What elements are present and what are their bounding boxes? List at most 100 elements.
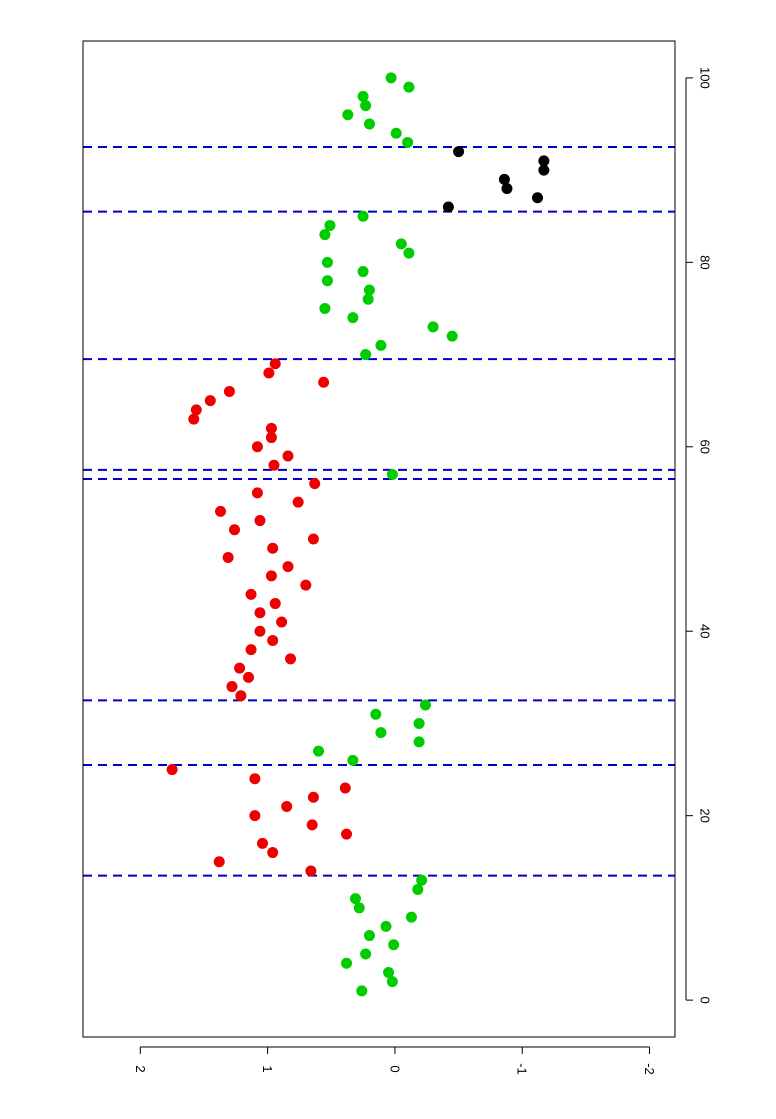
point-s1-x22 bbox=[307, 791, 319, 803]
point-s1-x40 bbox=[254, 625, 266, 637]
y-tick-label-0: 0 bbox=[387, 1065, 402, 1072]
point-s1-x44 bbox=[245, 588, 257, 600]
point-s0-x10 bbox=[353, 902, 365, 914]
point-s1-x55 bbox=[251, 487, 263, 499]
point-s0-x80 bbox=[321, 256, 333, 268]
point-s0-x95 bbox=[363, 118, 375, 130]
point-s1-x48 bbox=[222, 551, 234, 563]
y-tick-label--1: -1 bbox=[515, 1063, 530, 1075]
point-s0-x77 bbox=[363, 284, 375, 296]
point-s0-x27 bbox=[313, 745, 325, 757]
point-s1-x23 bbox=[339, 782, 351, 794]
point-s0-x11 bbox=[349, 893, 361, 905]
point-s0-x94 bbox=[390, 127, 402, 139]
point-s2-x92 bbox=[453, 146, 465, 158]
point-s1-x17 bbox=[257, 837, 269, 849]
point-s0-x1 bbox=[356, 985, 368, 997]
x-tick-label-20: 20 bbox=[698, 808, 713, 822]
point-s1-x37 bbox=[285, 653, 297, 665]
y-tick-label-1: 1 bbox=[260, 1065, 275, 1072]
x-tick-label-0: 0 bbox=[698, 996, 713, 1003]
point-s1-x61 bbox=[265, 432, 277, 444]
point-s1-x68 bbox=[263, 367, 275, 379]
point-s0-x76 bbox=[362, 293, 374, 305]
point-s1-x34 bbox=[226, 681, 238, 693]
point-s1-x24 bbox=[249, 773, 261, 785]
point-s1-x18 bbox=[341, 828, 353, 840]
point-s1-x45 bbox=[300, 579, 312, 591]
y-tick-label-2: 2 bbox=[133, 1065, 148, 1072]
point-s1-x66 bbox=[223, 385, 235, 397]
point-s2-x88 bbox=[501, 183, 513, 195]
point-s1-x65 bbox=[204, 395, 216, 407]
point-s0-x84 bbox=[324, 219, 336, 231]
point-s1-x43 bbox=[269, 598, 281, 610]
point-s1-x15 bbox=[213, 856, 225, 868]
point-s1-x49 bbox=[267, 542, 279, 554]
point-s1-x41 bbox=[276, 616, 288, 628]
point-s1-x36 bbox=[234, 662, 246, 674]
point-s0-x5 bbox=[360, 948, 372, 960]
point-s2-x87 bbox=[532, 192, 544, 204]
point-s0-x71 bbox=[375, 339, 387, 351]
point-s1-x69 bbox=[269, 358, 281, 370]
point-s2-x91 bbox=[538, 155, 550, 167]
point-s0-x97 bbox=[360, 100, 372, 112]
point-s0-x6 bbox=[388, 939, 400, 951]
point-s0-x93 bbox=[402, 136, 414, 148]
point-s1-x67 bbox=[318, 376, 330, 388]
point-s2-x90 bbox=[538, 164, 550, 176]
point-s0-x79 bbox=[357, 266, 369, 278]
point-s0-x73 bbox=[427, 321, 439, 333]
point-s1-x16 bbox=[267, 847, 279, 859]
x-axis: 0 20 40 60 80 100 bbox=[685, 67, 713, 1004]
point-s1-x19 bbox=[306, 819, 318, 831]
changepoint-lines bbox=[83, 146, 675, 877]
point-s1-x53 bbox=[214, 505, 226, 517]
point-s0-x12 bbox=[412, 883, 424, 895]
data-points bbox=[166, 72, 550, 997]
point-s2-x89 bbox=[498, 173, 510, 185]
point-s1-x33 bbox=[235, 690, 247, 702]
point-s0-x28 bbox=[413, 736, 425, 748]
point-s0-x98 bbox=[357, 90, 369, 102]
point-s1-x21 bbox=[281, 800, 293, 812]
point-s1-x56 bbox=[309, 478, 321, 490]
point-s1-x38 bbox=[245, 644, 257, 656]
x-tick-label-60: 60 bbox=[698, 440, 713, 454]
point-s0-x7 bbox=[363, 930, 375, 942]
point-s0-x13 bbox=[416, 874, 428, 886]
point-s1-x63 bbox=[188, 413, 200, 425]
point-s0-x9 bbox=[405, 911, 417, 923]
point-s1-x58 bbox=[268, 459, 280, 471]
point-s1-x50 bbox=[307, 533, 319, 545]
point-s1-x14 bbox=[305, 865, 317, 877]
point-s1-x59 bbox=[282, 450, 294, 462]
point-s0-x3 bbox=[383, 966, 395, 978]
point-s0-x96 bbox=[342, 109, 354, 121]
point-s1-x62 bbox=[265, 422, 277, 434]
plot-frame bbox=[82, 40, 676, 1038]
point-s0-x32 bbox=[419, 699, 431, 711]
point-s0-x8 bbox=[380, 920, 392, 932]
point-s0-x74 bbox=[347, 312, 359, 324]
point-s1-x52 bbox=[254, 515, 266, 527]
point-s0-x75 bbox=[319, 302, 331, 314]
point-s1-x54 bbox=[292, 496, 304, 508]
point-s0-x26 bbox=[347, 754, 359, 766]
x-tick-label-40: 40 bbox=[698, 624, 713, 638]
point-s0-x29 bbox=[375, 727, 387, 739]
point-s1-x60 bbox=[251, 441, 263, 453]
point-s0-x70 bbox=[360, 349, 372, 361]
point-s1-x25 bbox=[166, 764, 178, 776]
point-s0-x57 bbox=[386, 468, 398, 480]
point-s0-x78 bbox=[321, 275, 333, 287]
point-s0-x4 bbox=[341, 957, 353, 969]
point-s0-x31 bbox=[370, 708, 382, 720]
point-s0-x82 bbox=[395, 238, 407, 250]
point-s0-x81 bbox=[403, 247, 415, 259]
x-tick-label-80: 80 bbox=[698, 255, 713, 269]
point-s1-x51 bbox=[229, 524, 241, 536]
